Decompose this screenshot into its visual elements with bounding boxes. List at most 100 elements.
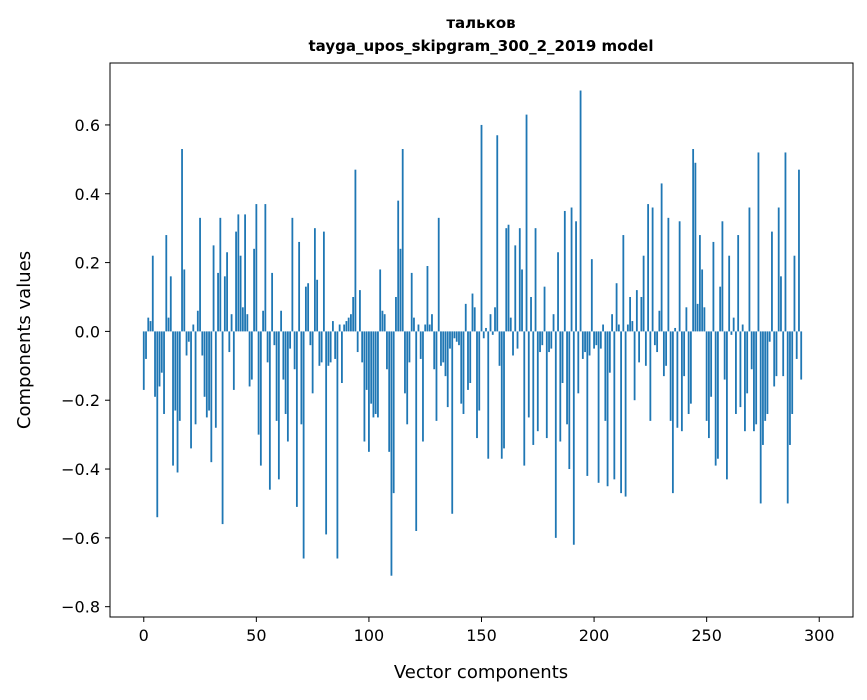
bar-227 (653, 331, 656, 346)
bar-38 (228, 331, 231, 353)
bar-183 (554, 331, 557, 538)
bar-104 (377, 331, 379, 418)
bar-161 (505, 228, 508, 332)
bar-83 (329, 331, 332, 363)
bar-71 (302, 331, 305, 559)
bar-43 (239, 255, 242, 332)
bar-278 (768, 331, 771, 342)
bar-250 (705, 331, 708, 421)
bar-282 (777, 207, 780, 332)
bar-97 (361, 331, 364, 363)
bar-130 (435, 331, 438, 421)
bar-78 (318, 331, 321, 366)
bar-146 (471, 293, 474, 332)
bar-47 (248, 331, 251, 387)
bar-237 (676, 331, 679, 428)
bar-122 (417, 324, 420, 332)
bar-105 (379, 269, 382, 332)
bar-215 (626, 324, 629, 332)
bar-27 (203, 331, 206, 397)
bar-141 (460, 331, 463, 404)
bar-68 (295, 331, 298, 507)
bar-11 (167, 317, 170, 332)
y-tick-label: −0.8 (61, 598, 100, 617)
bar-36 (223, 276, 226, 332)
bar-209 (613, 331, 616, 480)
bar-192 (575, 221, 577, 332)
bar-173 (532, 331, 535, 445)
bar-179 (545, 331, 548, 439)
bar-242 (687, 331, 690, 414)
x-tick-label: 150 (466, 626, 497, 645)
bar-281 (775, 331, 778, 377)
bar-91 (347, 317, 350, 332)
bar-17 (181, 149, 183, 332)
bar-283 (780, 276, 782, 332)
bar-145 (469, 331, 472, 384)
bar-147 (473, 307, 476, 332)
bar-128 (431, 314, 433, 332)
bar-235 (671, 331, 674, 494)
bar-221 (640, 296, 643, 332)
bar-135 (446, 331, 449, 408)
bar-220 (638, 331, 641, 363)
bar-260 (728, 255, 731, 332)
bar-118 (408, 331, 411, 363)
bar-45 (244, 214, 246, 332)
bar-150 (480, 124, 483, 332)
bar-59 (275, 331, 278, 421)
bar-257 (721, 221, 724, 332)
bar-269 (748, 207, 751, 332)
bar-204 (602, 324, 604, 332)
bar-76 (313, 228, 316, 332)
bar-8 (160, 331, 163, 373)
bar-95 (356, 331, 359, 353)
bar-70 (300, 331, 303, 425)
bar-153 (487, 331, 490, 459)
bar-246 (696, 303, 699, 332)
bar-243 (689, 331, 692, 404)
bar-84 (332, 321, 334, 332)
bar-205 (604, 331, 607, 421)
bar-134 (444, 331, 447, 377)
bar-1 (145, 331, 147, 359)
bar-255 (717, 331, 719, 459)
bar-174 (534, 228, 537, 332)
bar-238 (678, 221, 681, 332)
bar-151 (482, 331, 485, 339)
bar-100 (368, 331, 370, 452)
bar-51 (257, 331, 260, 435)
bar-189 (568, 331, 571, 470)
bar-92 (350, 314, 352, 332)
bar-158 (498, 331, 501, 366)
bar-82 (327, 331, 330, 366)
bar-2 (147, 317, 150, 332)
bar-163 (509, 317, 512, 332)
bar-65 (289, 331, 292, 349)
bar-169 (523, 331, 526, 466)
bar-190 (570, 207, 573, 332)
bar-24 (196, 310, 199, 332)
bar-58 (273, 331, 276, 346)
bar-228 (656, 331, 659, 353)
y-tick-label: 0.0 (75, 322, 100, 341)
bar-75 (311, 331, 314, 394)
chart-subtitle: tayga_upos_skipgram_300_2_2019 model (309, 37, 654, 55)
bar-148 (476, 331, 478, 439)
bar-175 (536, 331, 539, 432)
bar-98 (363, 331, 366, 442)
bar-251 (708, 331, 710, 439)
bar-115 (401, 149, 404, 332)
bar-168 (521, 269, 523, 332)
x-tick-label: 200 (579, 626, 610, 645)
bar-81 (325, 331, 328, 535)
y-axis-ticks: −0.8 −0.6 −0.4 −0.2 0.0 0.2 0.4 0.6 (61, 116, 110, 617)
bar-102 (372, 331, 375, 418)
bar-88 (341, 331, 343, 384)
bar-262 (732, 317, 735, 332)
bar-252 (710, 331, 713, 397)
bar-110 (390, 331, 393, 576)
x-tick-label: 300 (804, 626, 835, 645)
bar-231 (662, 331, 665, 377)
